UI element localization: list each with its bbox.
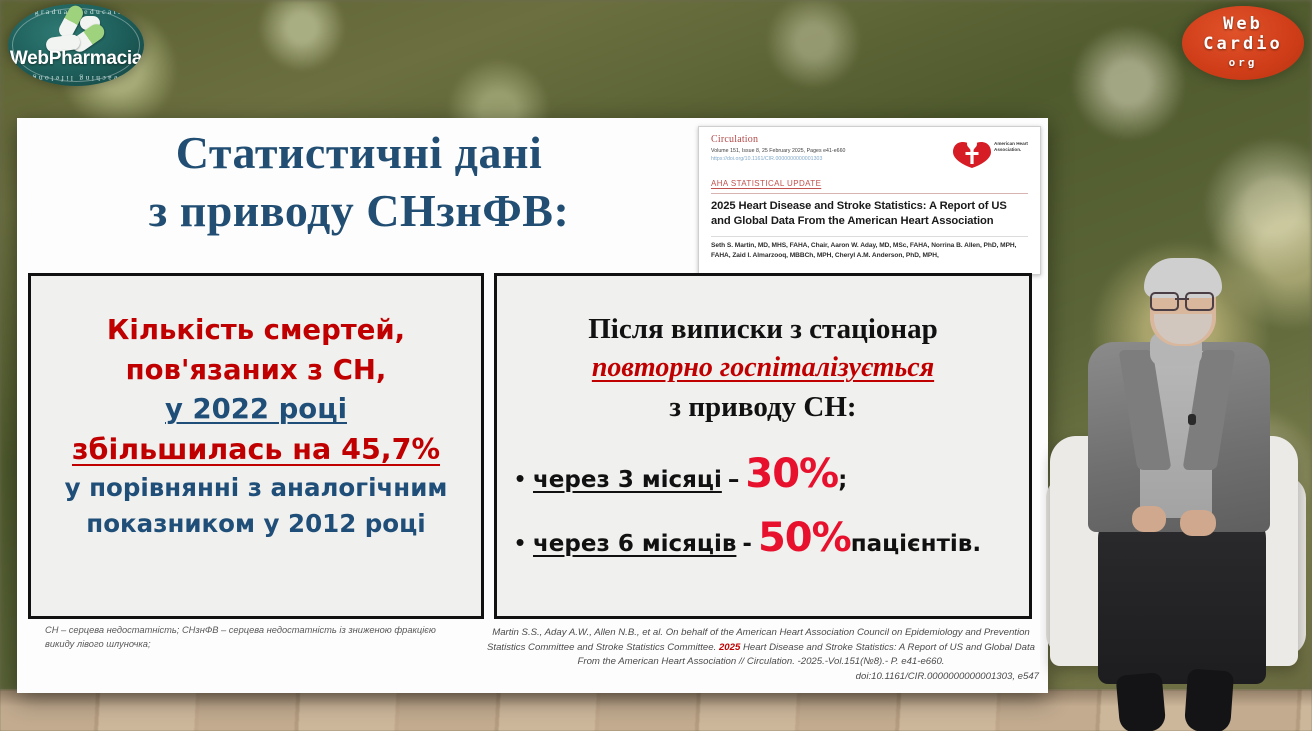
journal-volume: Volume 151, Issue 8, 25 February 2025, P… [711,148,846,154]
left-box-line4-increase: збільшилась на 45,7% [71,432,441,466]
heart-torch-icon [953,137,991,168]
footnote-citation: Martin S.S., Aday A.W., Allen N.B., et a… [483,626,1039,684]
journal-name: Circulation [711,134,759,145]
presenter-hair [1144,258,1222,298]
slide-title-line2: з приводу СНзнФВ: [148,185,570,236]
bullet-2-label: через 6 місяців [533,531,737,557]
webcardio-line3: org [1228,56,1258,69]
pills-icon [36,4,116,56]
left-box-line5: у порівнянні з аналогічним [64,473,448,503]
right-box-line3: з приводу СН: [669,390,857,423]
webpharmacia-logo[interactable]: Post graduate education Continuing WebPh… [8,4,144,86]
slide-title: Статистичні дані з приводу СНзнФВ: [35,124,683,240]
bullet-1-value: 30% [745,451,839,497]
left-box-line1: Кількість смертей, [106,314,406,346]
presentation-slide: Статистичні дані з приводу СНзнФВ: Circu… [17,118,1048,693]
lapel-microphone-icon [1188,414,1196,425]
webcardio-line1: Web [1223,14,1263,34]
journal-authors: Seth S. Martin, MD, MHS, FAHA, Chair, Aa… [711,242,1017,259]
list-item: • через 3 місяці – 30% ; [507,451,1021,497]
bullet-marker-icon: • [515,527,525,557]
citation-part2: Heart Disease and Stroke Statistics: A R… [577,641,1035,668]
bullet-1-label: через 3 місяці [533,467,722,493]
aha-logo-text: American Heart Association. [994,141,1028,153]
bullet-2-value: 50% [757,515,852,561]
statistics-box-rehospitalization: Після виписки з стаціонар повторно госпі… [494,273,1032,619]
presenter-legs [1098,514,1266,684]
journal-divider-bottom [711,236,1028,237]
bullet-1-tail: ; [838,467,848,493]
logo-arc-bottom-text: teaching lifelong [30,74,122,83]
slide-title-line1: Статистичні дані [175,127,543,178]
webpharmacia-wordmark: WebPharmacia [9,48,143,69]
list-item: • через 6 місяців - 50% пацієнтів. [507,515,1021,561]
floor-shadow [0,690,1312,731]
journal-update-label: AHA STATISTICAL UPDATE [711,179,822,188]
statistics-box-deaths: Кількість смертей, пов'язаних з СН, у 20… [28,273,484,619]
presenter-shoe-right [1183,668,1235,731]
webcardio-line2: Cardio [1203,34,1283,54]
wooden-floor [0,690,1312,731]
journal-article-title: 2025 Heart Disease and Stroke Statistics… [711,200,1007,227]
bullet-2-tail: пацієнтів. [850,531,982,557]
left-box-line2: пов'язаних з СН, [125,353,387,386]
bullet-1-dash: – [727,467,740,493]
citation-year-highlight: 2025 [718,641,741,653]
citation-part1: Martin S.S., Aday A.W., Allen N.B., et a… [487,627,1030,653]
bullet-marker-icon: • [515,463,525,493]
webcardio-logo[interactable]: Web Cardio org [1182,6,1304,80]
left-box-line3-year: у 2022 році [165,393,347,426]
presenter-shoe-left [1115,672,1167,731]
presenter-video-feed [1040,118,1312,731]
left-box-line6: показником у 2012 році [86,509,426,539]
journal-article-card: Circulation Volume 151, Issue 8, 25 Febr… [698,126,1041,275]
journal-divider-top [711,193,1028,194]
eyeglasses-icon [1150,292,1214,311]
footnote-abbreviations: СН – серцева недостатність; СНзнФВ – сер… [45,625,436,649]
right-box-line1: Після виписки з стаціонар [588,313,938,345]
bullet-2-dash: - [742,531,752,557]
american-heart-association-logo: American Heart Association. [952,135,1030,169]
presenter-hand-right [1180,510,1216,536]
rehospitalization-bullet-list: • через 3 місяці – 30% ; • через 6 місяц… [507,451,1021,579]
journal-doi-link[interactable]: https://doi.org/10.1161/CIR.000000000000… [711,156,823,162]
citation-doi: doi:10.1161/CIR.0000000000001303, e547 [855,670,1039,682]
presenter-hand-left [1132,506,1166,532]
right-box-line2-emphasis: повторно госпіталізується [591,352,935,384]
